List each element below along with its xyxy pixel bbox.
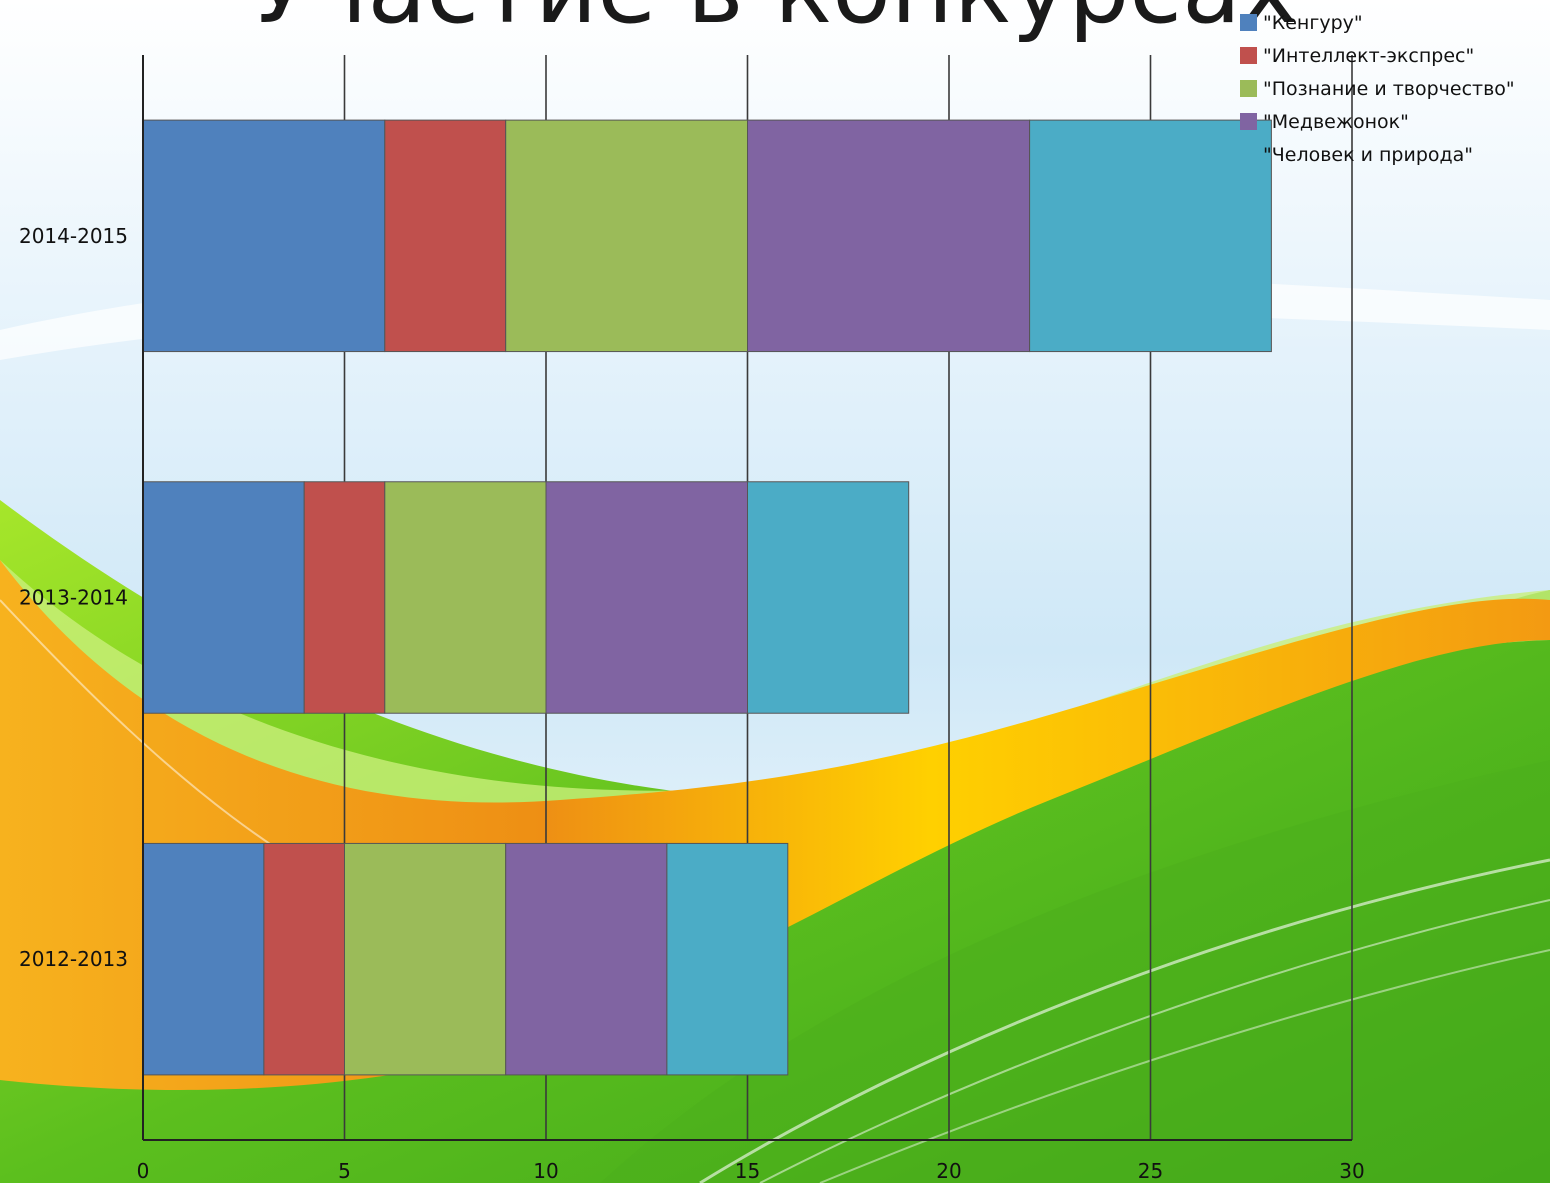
y-category-labels: 2014-2015 2013-2014 2012-2013 xyxy=(19,224,128,971)
bar-2014-2015-series-1 xyxy=(142,119,386,353)
legend-label-5: "Человек и природа" xyxy=(1263,144,1473,166)
bar-2014-2015-series-5 xyxy=(1029,119,1272,353)
y-category-label-2014-2015: 2014-2015 xyxy=(19,224,128,248)
y-category-label-2012-2013: 2012-2013 xyxy=(19,947,128,971)
bar-2013-2014-series-5 xyxy=(747,481,910,714)
bars xyxy=(142,119,1272,1076)
bar-2012-2013-series-2 xyxy=(263,842,345,1076)
bar-2014-2015-series-2 xyxy=(384,119,507,353)
bar-2013-2014-series-3 xyxy=(384,481,547,714)
legend-label-2: "Интеллект-экспрес" xyxy=(1263,45,1474,67)
legend-swatch-5 xyxy=(1240,146,1257,163)
x-tick-labels: 0 5 10 15 20 25 30 xyxy=(137,1159,1365,1183)
legend: "Кенгуру" "Интеллект-экспрес" "Познание и … xyxy=(1240,12,1515,166)
bar-2013-2014-series-2 xyxy=(303,481,386,714)
bar-2014-2015-series-4 xyxy=(747,119,1031,353)
legend-swatch-1 xyxy=(1240,14,1257,31)
x-tick-label-15: 15 xyxy=(735,1159,760,1183)
x-tick-label-10: 10 xyxy=(533,1159,558,1183)
bar-2013-2014-series-4 xyxy=(545,481,748,714)
bar-2012-2013-series-3 xyxy=(344,842,507,1076)
bar-2012-2013-series-5 xyxy=(666,842,789,1076)
legend-swatch-4 xyxy=(1240,113,1257,130)
bar-2014-2015-series-3 xyxy=(505,119,749,353)
x-tick-label-20: 20 xyxy=(936,1159,961,1183)
bar-2012-2013-series-4 xyxy=(505,842,668,1076)
x-tick-label-30: 30 xyxy=(1339,1159,1364,1183)
slide-title: Участие в конкурсах xyxy=(252,0,1297,45)
legend-label-1: "Кенгуру" xyxy=(1263,12,1363,34)
y-category-label-2013-2014: 2013-2014 xyxy=(19,586,128,610)
x-tick-label-0: 0 xyxy=(137,1159,150,1183)
bar-2013-2014-series-1 xyxy=(142,481,305,714)
x-tick-label-25: 25 xyxy=(1138,1159,1163,1183)
axes xyxy=(142,55,1352,1141)
legend-swatch-3 xyxy=(1240,80,1257,97)
bar-2012-2013-series-1 xyxy=(142,842,265,1076)
legend-swatch-2 xyxy=(1240,47,1257,64)
x-tick-label-5: 5 xyxy=(338,1159,351,1183)
legend-label-3: "Познание и творчество" xyxy=(1263,78,1515,100)
legend-label-4: "Медвежонок" xyxy=(1263,111,1409,133)
